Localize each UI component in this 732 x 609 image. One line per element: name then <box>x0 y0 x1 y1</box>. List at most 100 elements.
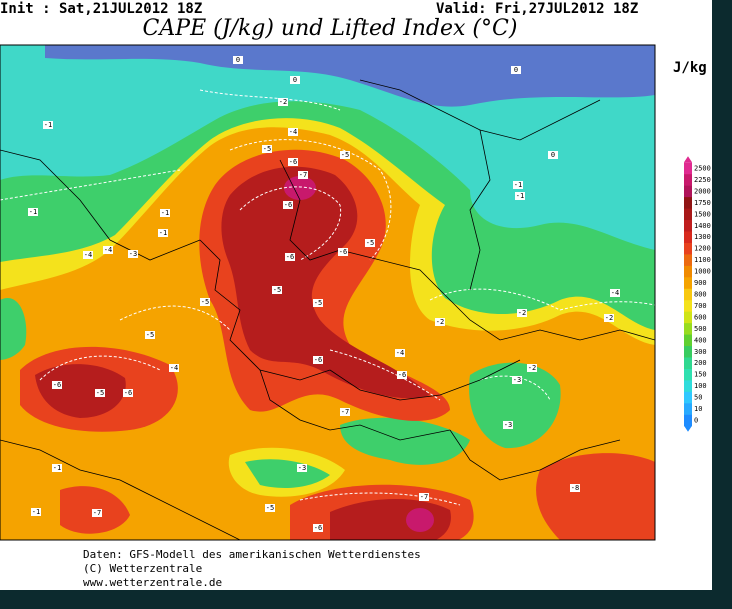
map-field: 00-2-4-5-6-7-5-6-6-5-6-5-5-5-5-4-6-5 -6-6… <box>0 45 655 540</box>
li-contour <box>229 139 392 261</box>
border-line <box>439 289 655 341</box>
li-label: -2 <box>279 98 287 106</box>
li-label: -3 <box>513 376 521 384</box>
li-label-box <box>313 299 323 307</box>
colorbar-swatch <box>684 379 692 392</box>
li-label: -6 <box>124 389 132 397</box>
colorbar-label: 1750 <box>694 199 711 207</box>
li-label-box <box>419 493 429 501</box>
li-label-box <box>272 286 282 294</box>
li-label-box <box>262 145 272 153</box>
colorbar-swatch <box>684 357 692 369</box>
cape-magenta-south <box>406 508 434 532</box>
li-label-box <box>158 229 168 237</box>
colorbar-swatch <box>684 345 692 358</box>
li-label-box <box>511 66 521 74</box>
li-label: -1 <box>29 208 37 216</box>
li-label: -4 <box>84 251 92 259</box>
footer-line: Daten: GFS-Modell des amerikanischen Wet… <box>83 548 421 561</box>
li-label-box <box>527 364 537 372</box>
li-label: -4 <box>289 128 297 136</box>
footer-line: www.wetterzentrale.de <box>83 576 222 589</box>
li-label-box <box>288 128 298 136</box>
li-label: -1 <box>32 508 40 516</box>
cape-darkred-core <box>221 166 430 399</box>
border-line <box>329 359 521 401</box>
li-label-box <box>512 376 522 384</box>
li-label-box <box>103 246 113 254</box>
li-label-box <box>123 389 133 397</box>
borders <box>0 79 655 540</box>
colorbar-label: 700 <box>694 302 707 310</box>
li-label: 0 <box>514 66 518 74</box>
li-label-box <box>340 408 350 416</box>
li-contour <box>479 375 551 401</box>
colorbar-swatch <box>684 402 692 415</box>
li-label: -4 <box>396 349 404 357</box>
border-line <box>469 129 491 291</box>
colorbar-label: 1000 <box>694 268 711 276</box>
li-label-box <box>570 484 580 492</box>
colorbar-swatch <box>684 185 692 198</box>
li-label: -4 <box>170 364 178 372</box>
li-label: -2 <box>605 314 613 322</box>
colorbar-label: 2500 <box>694 165 711 173</box>
li-label: -4 <box>104 246 112 254</box>
colorbar-label: 1400 <box>694 222 711 230</box>
li-label: -6 <box>339 248 347 256</box>
colorbar-tip-bottom <box>684 425 692 432</box>
li-label-box <box>52 464 62 472</box>
li-label: -6 <box>284 201 292 209</box>
li-label-box <box>200 298 210 306</box>
li-contour <box>299 492 461 506</box>
li-label: -1 <box>44 121 52 129</box>
li-label: -1 <box>514 181 522 189</box>
colorbar-swatch <box>684 368 692 381</box>
li-label: -5 <box>366 239 374 247</box>
li-label: 0 <box>293 76 297 84</box>
colorbar-tip-top <box>684 156 692 163</box>
colorbar-swatch <box>684 414 692 427</box>
colorbar: 0 10 50 100 150 200 300 400 500 600 700 800 900 1000 1… <box>684 156 711 432</box>
colorbar-label: 400 <box>694 336 707 344</box>
li-label-box <box>145 331 155 339</box>
lifted-index-labels: 00-2-4-5-6-7-5-6-6-5-6-5-5-5-5-4-6-5 -6-6… <box>28 56 620 532</box>
colorbar-label: 200 <box>694 359 707 367</box>
li-label-box <box>233 56 243 64</box>
colorbar-swatch <box>684 196 692 209</box>
li-label: -5 <box>273 286 281 294</box>
li-label: -5 <box>201 298 209 306</box>
cape-red-southeast <box>536 453 655 540</box>
li-label-box <box>604 314 614 322</box>
lifted-index-contours <box>0 89 655 506</box>
li-label-box <box>313 524 323 532</box>
li-label: -8 <box>571 484 579 492</box>
li-label-box <box>128 250 138 258</box>
unit-label: J/kg <box>673 60 707 76</box>
border-line <box>0 149 201 261</box>
colorbar-swatch <box>684 265 692 278</box>
cape-green-west <box>0 298 27 360</box>
li-label-box <box>290 76 300 84</box>
colorbar-swatch <box>684 311 692 324</box>
colorbar-swatch <box>684 219 692 232</box>
li-label: -3 <box>129 250 137 258</box>
li-label-box <box>365 239 375 247</box>
li-label: -1 <box>159 229 167 237</box>
li-label: -2 <box>436 318 444 326</box>
li-label: -6 <box>289 158 297 166</box>
colorbar-label: 600 <box>694 313 707 321</box>
li-label: -1 <box>53 464 61 472</box>
cape-magenta-north <box>284 176 316 200</box>
li-label-box <box>288 158 298 166</box>
li-label: 0 <box>551 151 555 159</box>
li-label: -2 <box>528 364 536 372</box>
li-label: -5 <box>146 331 154 339</box>
valid-time: Valid: Fri,27JUL2012 18Z <box>436 1 638 17</box>
li-label-box <box>515 192 525 200</box>
li-label-box <box>397 371 407 379</box>
li-label-box <box>548 151 558 159</box>
li-label: -6 <box>286 253 294 261</box>
colorbar-label: 1300 <box>694 233 711 241</box>
